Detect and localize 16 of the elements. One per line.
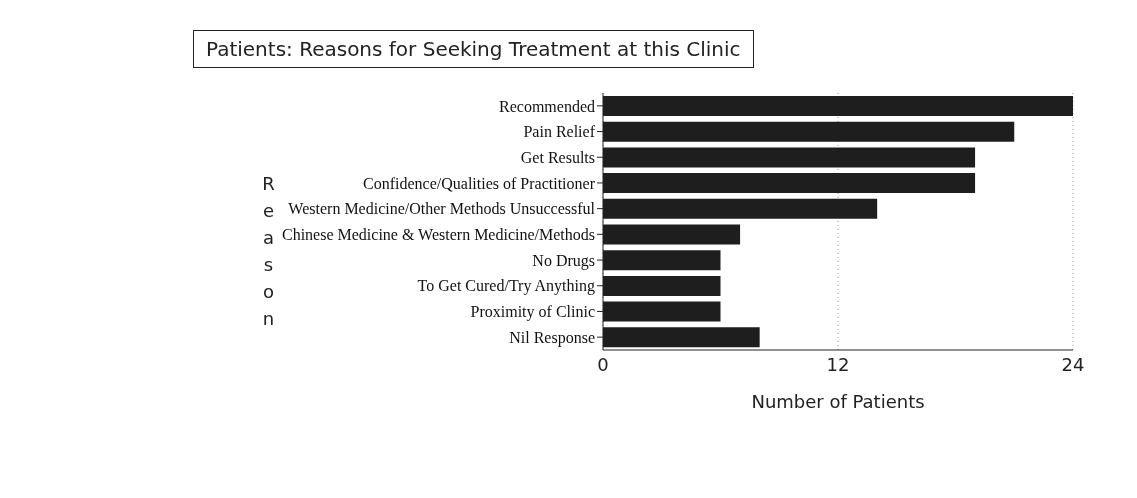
y-tick-label: Proximity of Clinic bbox=[470, 303, 595, 322]
y-axis-title: Reason bbox=[258, 173, 279, 335]
x-tick-label: 12 bbox=[826, 353, 850, 375]
y-tick-label: Chinese Medicine & Western Medicine/Methods bbox=[281, 226, 595, 244]
y-tick-label: Pain Relief bbox=[523, 123, 596, 141]
y-tick-label: To Get Cured/Try Anything bbox=[417, 277, 595, 296]
y-tick-label: Confidence/Qualities of Practitioner bbox=[363, 174, 596, 192]
x-axis-title: Number of Patients bbox=[751, 391, 925, 412]
y-tick-label: Nil Response bbox=[509, 328, 595, 347]
y-tick-label: Recommended bbox=[499, 97, 595, 115]
x-tick-label: 0 bbox=[597, 353, 609, 375]
y-tick-label: Western Medicine/Other Methods Unsuccessful bbox=[288, 200, 596, 218]
y-tick-label: No Drugs bbox=[532, 251, 595, 270]
chart-title: Patients: Reasons for Seeking Treatment at this Clinic bbox=[193, 30, 754, 68]
y-tick-label: Get Results bbox=[520, 148, 595, 166]
x-tick-label: 24 bbox=[1061, 353, 1085, 375]
